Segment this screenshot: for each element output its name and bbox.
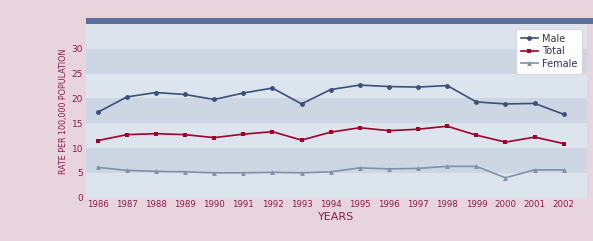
Female [415, 167, 422, 170]
Total [385, 129, 393, 132]
Total [211, 136, 218, 139]
Total [152, 132, 160, 135]
Bar [86, 74, 587, 99]
Male [152, 91, 160, 94]
Total [473, 134, 480, 137]
Total [560, 142, 568, 145]
Male [298, 102, 305, 105]
Male [473, 100, 480, 103]
Male [356, 84, 364, 87]
Female [152, 170, 160, 173]
Line: Female: Female [95, 164, 566, 180]
Female [123, 169, 130, 172]
Total [269, 130, 276, 133]
Total [123, 133, 130, 136]
Female [385, 167, 393, 170]
Female [531, 168, 538, 171]
Female [356, 167, 364, 169]
Total [181, 133, 189, 136]
Line: Male: Male [95, 83, 566, 117]
Male [385, 85, 393, 88]
Female [240, 171, 247, 174]
Female [502, 176, 509, 179]
Legend: Male, Total, Female: Male, Total, Female [516, 29, 582, 74]
Line: Total: Total [95, 124, 566, 146]
Total [531, 136, 538, 139]
Total [298, 139, 305, 141]
Female [560, 168, 568, 171]
Male [560, 113, 568, 116]
Male [269, 87, 276, 89]
Y-axis label: RATE PER 100,000 POPULATION: RATE PER 100,000 POPULATION [59, 48, 68, 174]
Total [415, 128, 422, 131]
Total [502, 141, 509, 144]
Male [94, 111, 101, 114]
Female [211, 171, 218, 174]
Male [444, 84, 451, 87]
Male [123, 95, 130, 98]
Female [298, 171, 305, 174]
Bar [86, 173, 587, 198]
Male [181, 93, 189, 96]
Female [94, 166, 101, 169]
Total [94, 139, 101, 142]
Male [211, 98, 218, 101]
Total [356, 126, 364, 129]
Bar [86, 123, 587, 148]
Female [269, 171, 276, 174]
Female [444, 165, 451, 168]
Female [181, 170, 189, 173]
Male [531, 102, 538, 105]
Total [444, 125, 451, 128]
Bar [86, 99, 587, 123]
Male [327, 88, 334, 91]
Male [415, 86, 422, 88]
Bar [86, 148, 587, 173]
Total [240, 133, 247, 136]
Female [473, 165, 480, 168]
X-axis label: YEARS: YEARS [318, 212, 355, 222]
Female [327, 170, 334, 173]
Total [327, 131, 334, 134]
Male [240, 92, 247, 94]
Male [502, 102, 509, 105]
Bar [86, 49, 587, 74]
